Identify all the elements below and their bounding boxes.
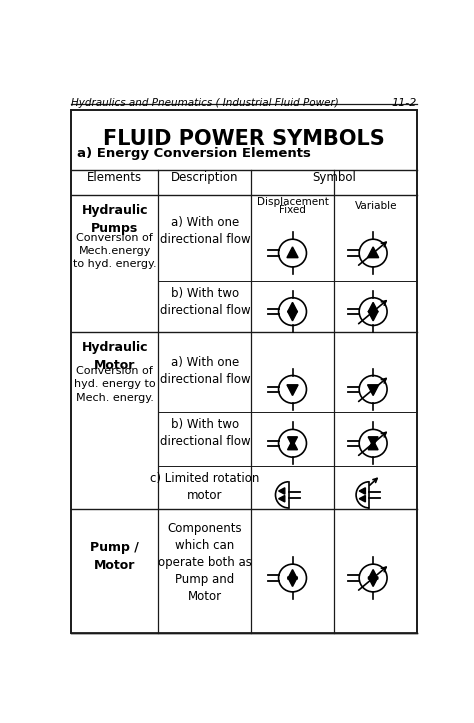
Text: b) With two
directional flow: b) With two directional flow xyxy=(160,418,250,448)
Text: b) With two
directional flow: b) With two directional flow xyxy=(160,287,250,317)
Text: Conversion of
hyd. energy to
Mech. energy.: Conversion of hyd. energy to Mech. energ… xyxy=(74,367,155,403)
Text: Conversion of
Mech.energy
to hyd. energy.: Conversion of Mech.energy to hyd. energy… xyxy=(73,233,156,270)
Polygon shape xyxy=(288,570,298,579)
Text: Components
which can
operate both as
Pump and
Motor: Components which can operate both as Pum… xyxy=(158,522,252,603)
Text: Elements: Elements xyxy=(87,171,142,184)
Polygon shape xyxy=(368,437,378,446)
Text: Pump /
Motor: Pump / Motor xyxy=(90,541,139,572)
Polygon shape xyxy=(288,437,298,446)
Polygon shape xyxy=(288,302,298,312)
Text: Hydraulics and Pneumatics ( Industrial Fluid Power): Hydraulics and Pneumatics ( Industrial F… xyxy=(71,98,338,108)
Polygon shape xyxy=(368,440,378,450)
Text: 11-2: 11-2 xyxy=(392,98,417,108)
Polygon shape xyxy=(359,488,365,495)
Polygon shape xyxy=(368,302,378,312)
Text: Fixed: Fixed xyxy=(280,205,306,215)
Text: Description: Description xyxy=(171,171,239,184)
Polygon shape xyxy=(367,247,379,257)
Polygon shape xyxy=(288,440,298,450)
Text: Variable: Variable xyxy=(355,201,397,210)
Polygon shape xyxy=(367,385,379,395)
Polygon shape xyxy=(368,312,378,321)
Polygon shape xyxy=(288,312,298,321)
Text: Symbol: Symbol xyxy=(312,171,356,184)
Text: FLUID POWER SYMBOLS: FLUID POWER SYMBOLS xyxy=(103,129,385,149)
Polygon shape xyxy=(287,385,298,395)
Polygon shape xyxy=(279,488,285,495)
Polygon shape xyxy=(279,495,285,502)
Text: Displacement: Displacement xyxy=(257,197,329,207)
Text: Hydraulic
Pumps: Hydraulic Pumps xyxy=(82,204,148,235)
Polygon shape xyxy=(288,577,298,586)
Polygon shape xyxy=(368,577,378,586)
Polygon shape xyxy=(287,247,298,257)
Text: a) Energy Conversion Elements: a) Energy Conversion Elements xyxy=(77,147,311,160)
Polygon shape xyxy=(359,495,365,502)
Polygon shape xyxy=(368,570,378,579)
Text: a) With one
directional flow: a) With one directional flow xyxy=(160,216,250,246)
Text: c) Limited rotation
motor: c) Limited rotation motor xyxy=(150,472,260,502)
Text: Hydraulic
Motor: Hydraulic Motor xyxy=(82,341,148,372)
Text: a) With one
directional flow: a) With one directional flow xyxy=(160,356,250,386)
